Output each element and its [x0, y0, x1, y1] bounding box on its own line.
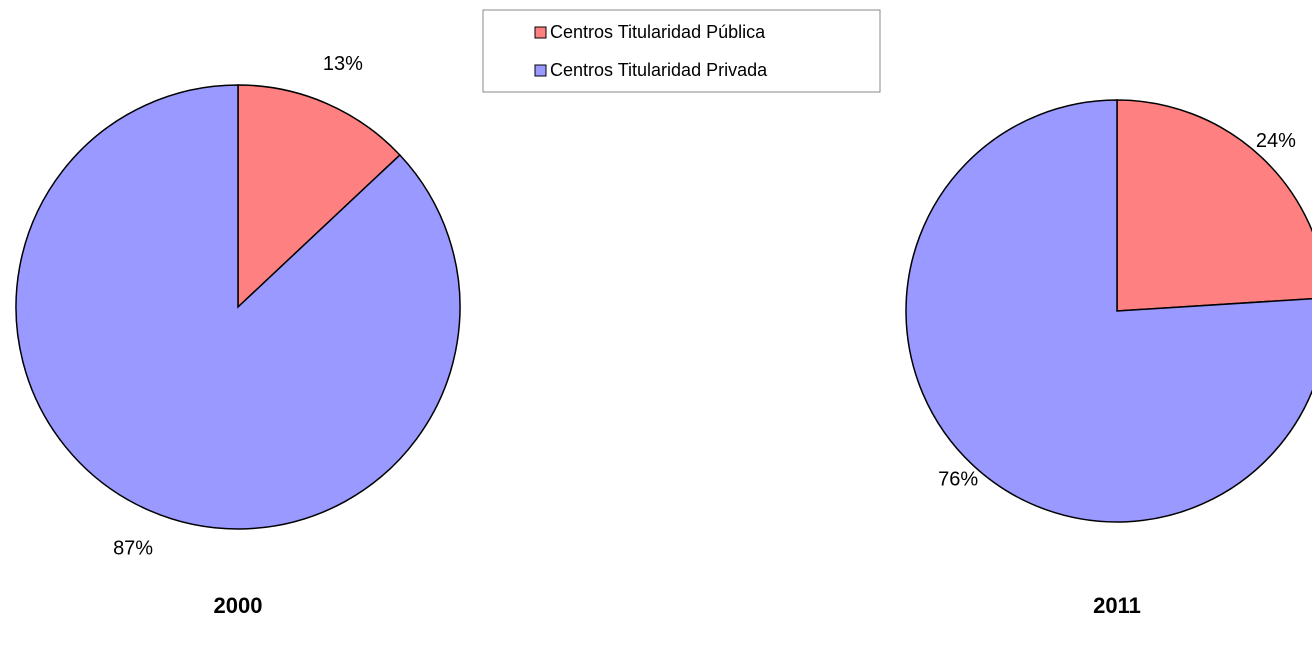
- legend-swatch: [534, 26, 547, 39]
- pie-slice: [1116, 99, 1312, 312]
- legend-label: Centros Titularidad Privada: [550, 60, 768, 80]
- pie-slice: [905, 99, 1312, 523]
- data-label: 87%: [113, 538, 153, 560]
- legend-box: [482, 9, 881, 93]
- chart-title: 2011: [1093, 593, 1141, 618]
- chart-title: 2000: [214, 593, 263, 618]
- legend-label: Centros Titularidad Pública: [550, 22, 766, 42]
- data-label: 24%: [1256, 130, 1296, 152]
- legend-swatch: [534, 64, 547, 77]
- pie-slice: [237, 84, 401, 309]
- pie-slice: [15, 84, 461, 530]
- data-label: 76%: [938, 468, 978, 490]
- data-label: 13%: [323, 53, 363, 75]
